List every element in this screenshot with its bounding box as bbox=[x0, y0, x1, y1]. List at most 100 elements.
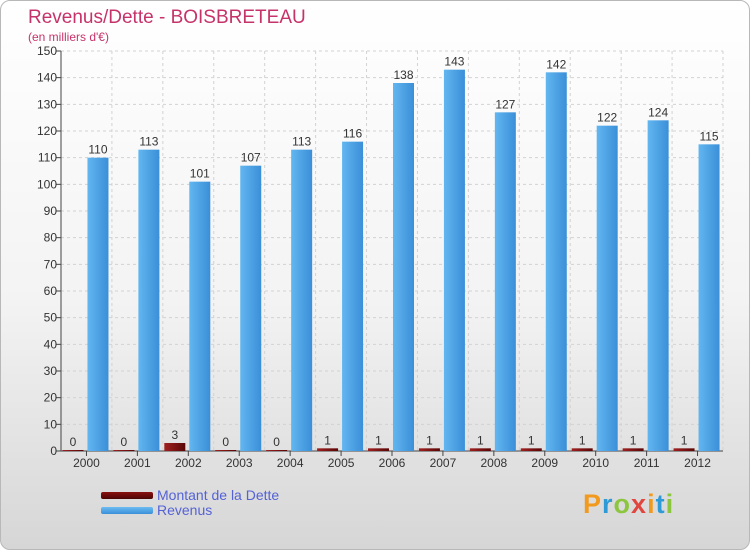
x-tick-label: 2001 bbox=[124, 456, 151, 470]
bar-revenus bbox=[698, 144, 720, 452]
y-tick-label: 130 bbox=[37, 97, 57, 111]
data-label-revenus: 107 bbox=[241, 151, 261, 165]
bar-dette bbox=[164, 443, 186, 451]
x-tick-label: 2012 bbox=[684, 456, 711, 470]
bar-revenus bbox=[494, 112, 516, 451]
data-label-dette: 3 bbox=[171, 428, 178, 442]
logo-letter: x bbox=[631, 489, 648, 519]
data-label-revenus: 122 bbox=[597, 111, 617, 125]
data-label-dette: 1 bbox=[426, 433, 433, 447]
legend-label-revenus: Revenus bbox=[157, 502, 213, 518]
data-label-dette: 0 bbox=[70, 435, 77, 449]
bar-dette bbox=[215, 450, 237, 451]
labels: 0 110 0 113 3 101 0 107 0 113 1 116 1 138 1 143 1 127 1 142… bbox=[70, 55, 719, 449]
bar-revenus bbox=[342, 141, 364, 451]
data-label-dette: 1 bbox=[375, 433, 382, 447]
data-label-dette: 1 bbox=[528, 433, 535, 447]
data-label-revenus: 101 bbox=[190, 167, 210, 181]
bar-dette bbox=[418, 448, 440, 451]
bars bbox=[62, 69, 720, 452]
bar-revenus bbox=[291, 149, 313, 451]
data-label-revenus: 138 bbox=[393, 68, 413, 82]
x-tick-label: 2005 bbox=[328, 456, 355, 470]
y-tick-label: 100 bbox=[37, 177, 57, 191]
data-label-dette: 0 bbox=[222, 435, 229, 449]
x-tick-label: 2004 bbox=[277, 456, 304, 470]
y-tick-label: 90 bbox=[44, 204, 58, 218]
y-tick-label: 80 bbox=[44, 231, 58, 245]
logo-letter: t bbox=[655, 489, 666, 519]
y-tick-label: 20 bbox=[44, 391, 58, 405]
data-label-revenus: 124 bbox=[648, 105, 668, 119]
bar-dette bbox=[62, 450, 84, 451]
chart-subtitle: (en milliers d'€) bbox=[28, 30, 109, 44]
logo-letter: P bbox=[583, 489, 603, 519]
logo-letter: r bbox=[602, 489, 614, 519]
x-tick-label: 2009 bbox=[531, 456, 558, 470]
data-label-revenus: 113 bbox=[139, 135, 158, 149]
y-tick-label: 120 bbox=[37, 124, 57, 138]
x-tick-label: 2010 bbox=[582, 456, 609, 470]
data-label-dette: 1 bbox=[324, 433, 331, 447]
data-label-revenus: 113 bbox=[292, 135, 311, 149]
data-label-revenus: 115 bbox=[699, 129, 718, 143]
x-tick-label: 2002 bbox=[175, 456, 202, 470]
bar-revenus bbox=[443, 69, 465, 452]
x-tick-label: 2007 bbox=[430, 456, 457, 470]
bar-revenus bbox=[138, 149, 160, 451]
legend-swatch-revenus bbox=[101, 507, 153, 514]
legend-swatch-dette bbox=[101, 492, 153, 499]
y-tick-label: 30 bbox=[44, 364, 58, 378]
x-tick-label: 2011 bbox=[634, 456, 660, 470]
data-label-dette: 1 bbox=[477, 433, 484, 447]
data-label-dette: 1 bbox=[579, 433, 586, 447]
y-tick-label: 60 bbox=[44, 284, 58, 298]
bar-revenus bbox=[545, 72, 567, 451]
bar-dette bbox=[673, 448, 695, 451]
y-tick-label: 50 bbox=[44, 311, 58, 325]
bar-revenus bbox=[393, 83, 414, 451]
bar-dette bbox=[520, 448, 542, 451]
bar-revenus bbox=[240, 165, 262, 451]
y-tick-label: 150 bbox=[37, 44, 57, 58]
data-label-revenus: 116 bbox=[343, 127, 362, 141]
y-tick-label: 70 bbox=[44, 257, 58, 271]
logo-letter: i bbox=[665, 489, 675, 519]
x-tick-label: 2008 bbox=[480, 456, 507, 470]
bar-dette bbox=[317, 448, 339, 451]
y-tick-label: 110 bbox=[38, 151, 57, 165]
data-label-dette: 0 bbox=[273, 435, 280, 449]
data-label-dette: 1 bbox=[630, 433, 637, 447]
bar-revenus bbox=[87, 157, 109, 451]
data-label-revenus: 127 bbox=[495, 97, 515, 111]
bar-revenus bbox=[189, 181, 211, 451]
x-tick-label: 2000 bbox=[73, 456, 100, 470]
data-label-dette: 0 bbox=[121, 435, 128, 449]
y-tick-label: 40 bbox=[44, 337, 58, 351]
y-tick-label: 10 bbox=[44, 417, 58, 431]
y-tick-label: 140 bbox=[37, 71, 57, 85]
bar-revenus bbox=[647, 120, 669, 451]
bar-dette bbox=[113, 450, 135, 451]
bar-revenus bbox=[596, 125, 618, 452]
logo-letter: o bbox=[613, 489, 632, 519]
bar-dette bbox=[571, 448, 593, 451]
data-label-revenus: 110 bbox=[88, 143, 107, 157]
x-tick-label: 2006 bbox=[379, 456, 406, 470]
x-tick-label: 2003 bbox=[226, 456, 253, 470]
bar-dette bbox=[368, 448, 389, 451]
grid bbox=[60, 50, 724, 451]
bar-dette bbox=[469, 448, 491, 451]
logo-letter: i bbox=[647, 489, 656, 519]
bar-dette bbox=[266, 450, 288, 451]
data-label-revenus: 143 bbox=[444, 55, 464, 69]
proxiti-logo: Proxiti bbox=[583, 489, 674, 520]
axes: 0102030405060708090100110120130140150200… bbox=[37, 44, 723, 470]
bar-dette bbox=[622, 448, 644, 451]
data-label-revenus: 142 bbox=[546, 57, 566, 71]
chart-title: Revenus/Dette - BOISBRETEAU bbox=[28, 7, 306, 28]
legend-label-dette: Montant de la Dette bbox=[157, 487, 280, 503]
data-label-dette: 1 bbox=[681, 433, 688, 447]
